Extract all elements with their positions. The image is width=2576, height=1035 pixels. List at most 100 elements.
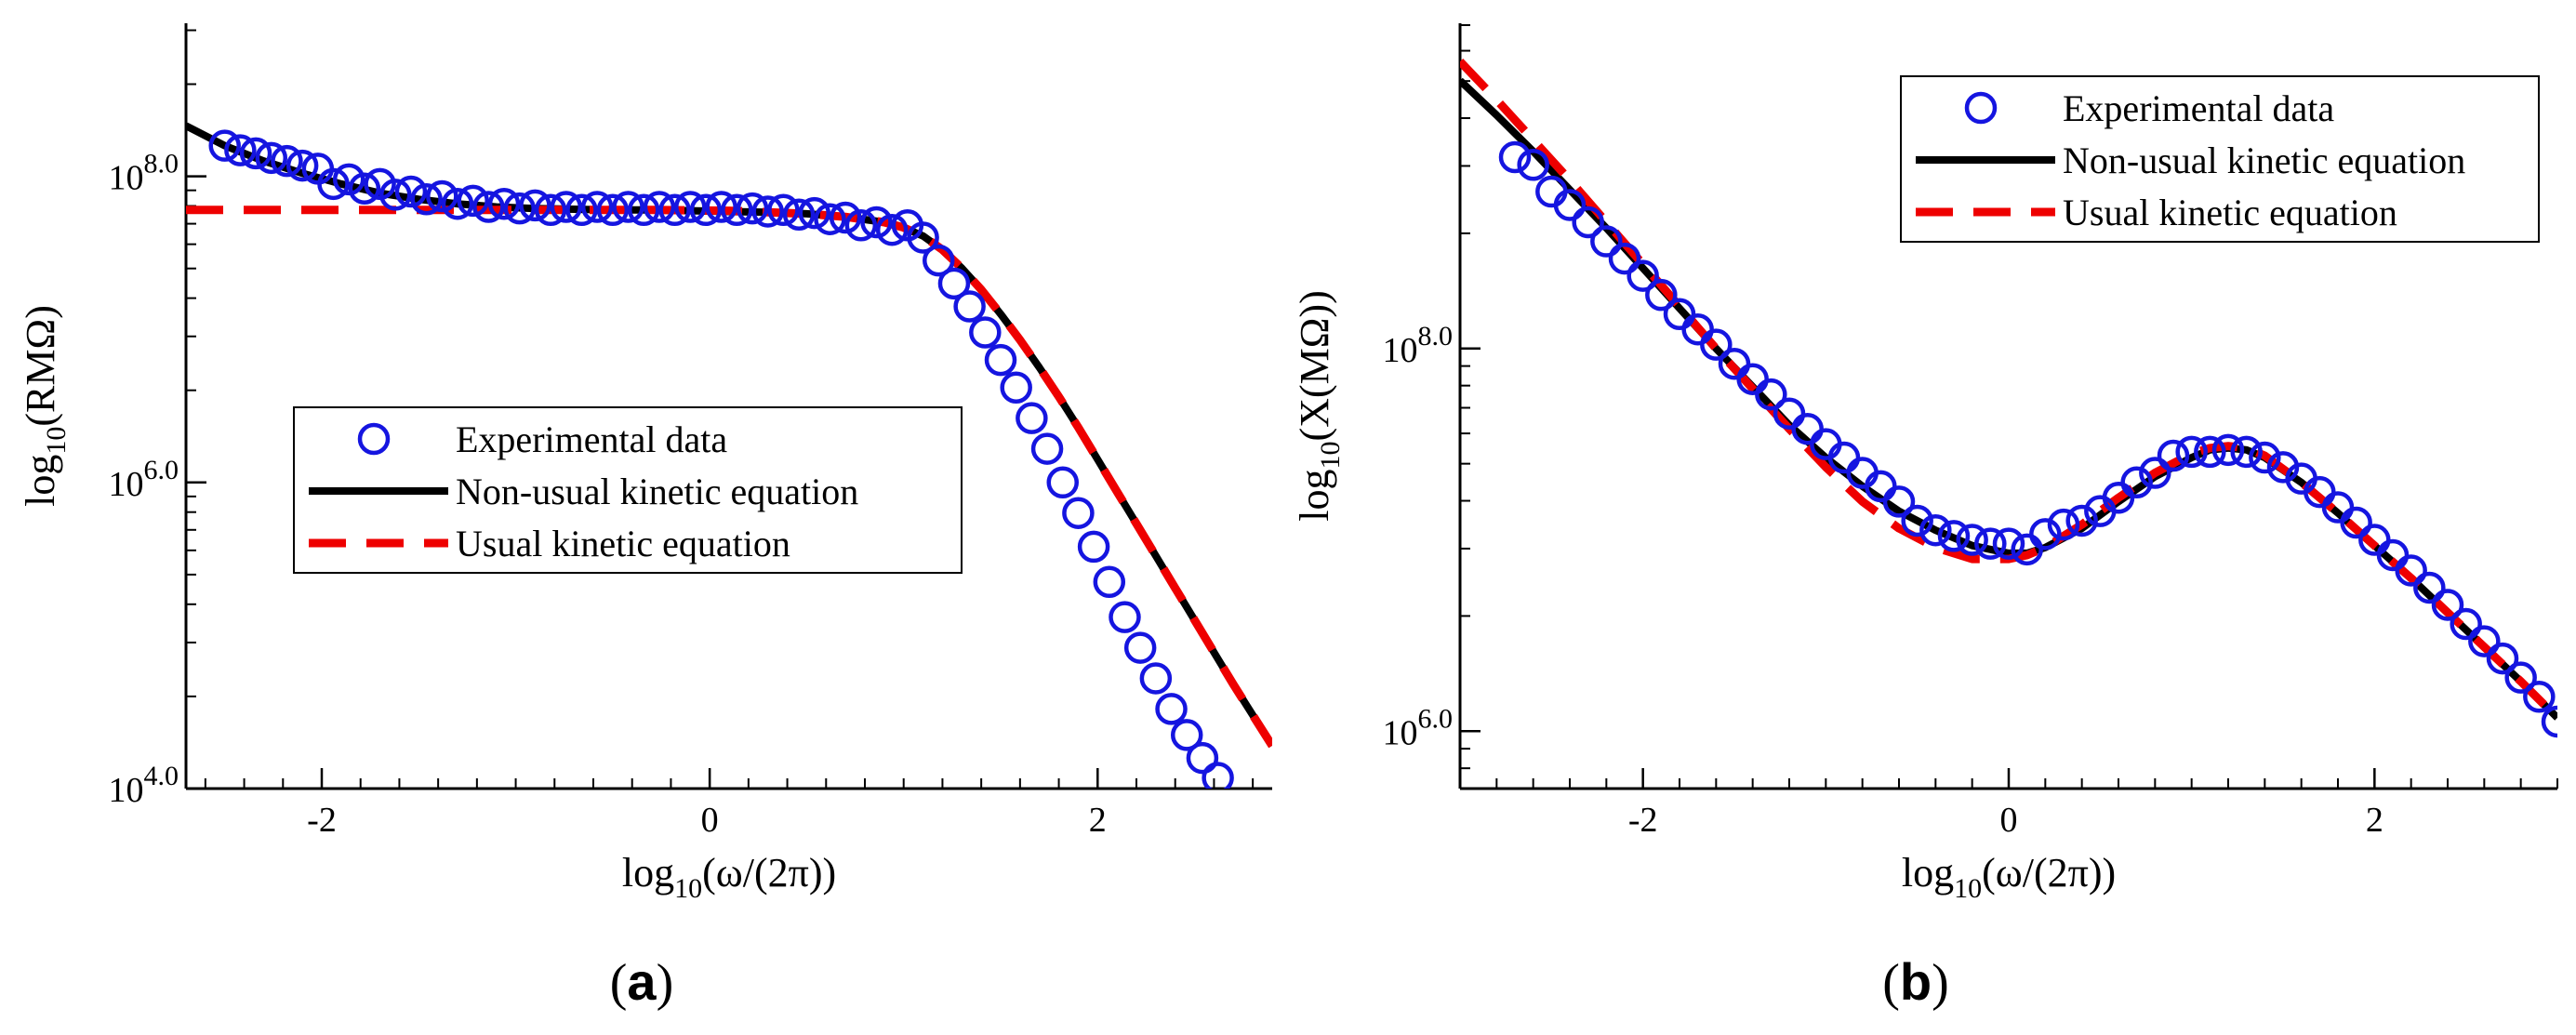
data-point bbox=[457, 184, 489, 218]
data-point bbox=[519, 189, 551, 222]
legend-marker-circle bbox=[1964, 91, 1998, 125]
data-point bbox=[2065, 504, 2098, 537]
data-point bbox=[2139, 457, 2171, 489]
data-point bbox=[1202, 762, 1234, 789]
y-tick-exponent: 8.0 bbox=[144, 149, 179, 179]
x-label-prefix: log bbox=[622, 850, 674, 896]
data-point bbox=[1109, 601, 1141, 633]
y-label-rest: (RMΩ) bbox=[18, 305, 63, 426]
x-label-subscript: 10 bbox=[674, 873, 702, 904]
x-tick-label: 2 bbox=[1089, 801, 1107, 840]
x-tick-label: 0 bbox=[701, 801, 719, 840]
data-point bbox=[721, 193, 753, 227]
data-point bbox=[2450, 607, 2482, 641]
data-point bbox=[1974, 527, 2007, 560]
x-label-rest: (ω/(2π)) bbox=[1982, 850, 2116, 896]
data-point bbox=[2157, 439, 2190, 472]
x-tick-label: 2 bbox=[2366, 801, 2383, 840]
data-point bbox=[969, 316, 1002, 349]
data-point bbox=[1077, 530, 1110, 564]
data-point bbox=[1000, 371, 1032, 404]
data-point bbox=[953, 290, 986, 323]
y-tick-base: 10 bbox=[109, 771, 144, 810]
data-point bbox=[2340, 506, 2372, 539]
x-axis-label: log10(ω/(2π)) bbox=[622, 850, 836, 904]
data-point bbox=[782, 198, 816, 231]
data-point bbox=[2029, 518, 2062, 551]
data-point bbox=[487, 187, 521, 220]
data-point bbox=[2395, 554, 2427, 587]
data-point bbox=[503, 192, 536, 225]
data-point bbox=[1498, 140, 1532, 174]
data-point bbox=[1590, 225, 1623, 258]
data-point bbox=[472, 191, 505, 223]
data-point bbox=[923, 244, 955, 277]
series-usual-kinetic-line bbox=[1460, 58, 2557, 722]
data-point bbox=[2211, 433, 2245, 467]
caption-open-paren: ( bbox=[610, 954, 628, 1012]
data-point bbox=[348, 172, 381, 206]
data-point bbox=[1155, 693, 1188, 725]
x-axis-label: log10(ω/(2π)) bbox=[1902, 850, 2116, 904]
data-point bbox=[1937, 520, 1971, 552]
data-point bbox=[1046, 466, 1079, 499]
data-point bbox=[705, 191, 737, 223]
legend-entry-label: Usual kinetic equation bbox=[456, 523, 790, 564]
data-point bbox=[860, 206, 893, 239]
data-point bbox=[2468, 625, 2501, 657]
y-tick-label: 106.0 bbox=[109, 455, 179, 504]
data-point bbox=[1062, 497, 1095, 529]
y-axis-label: log10(RMΩ) bbox=[18, 305, 72, 507]
caption-label: a bbox=[627, 952, 657, 1011]
data-point bbox=[1553, 189, 1587, 221]
legend-entry-label: Non-usual kinetic equation bbox=[2063, 139, 2465, 181]
data-point bbox=[271, 144, 303, 178]
data-point bbox=[2431, 589, 2464, 621]
caption-close-paren: ) bbox=[657, 954, 674, 1012]
plot-area bbox=[1460, 58, 2557, 738]
y-tick-label: 108.0 bbox=[1383, 321, 1454, 370]
data-point bbox=[1030, 432, 1064, 465]
data-point bbox=[2230, 435, 2263, 469]
x-tick-label: -2 bbox=[307, 801, 337, 840]
data-point bbox=[596, 193, 630, 227]
y-axis-label: log10(X(MΩ)) bbox=[1292, 290, 1346, 521]
legend-marker-circle bbox=[357, 422, 391, 456]
legend-entry-label: Usual kinetic equation bbox=[2063, 192, 2397, 233]
y-tick-label: 108.0 bbox=[109, 149, 179, 198]
chart-panel-a: -2 0 2104.0106.0108.0log10(ω/(2π))log10(RM… bbox=[18, 23, 1272, 1012]
series-experimental-data bbox=[208, 129, 1234, 789]
y-tick-base: 10 bbox=[1383, 713, 1418, 752]
data-point bbox=[550, 191, 583, 223]
data-point bbox=[767, 193, 800, 227]
data-point bbox=[565, 193, 598, 227]
y-tick-exponent: 6.0 bbox=[1418, 703, 1454, 734]
data-point bbox=[844, 209, 878, 242]
data-point bbox=[798, 196, 831, 230]
data-point bbox=[937, 267, 971, 300]
y-tick-exponent: 8.0 bbox=[1418, 321, 1454, 352]
data-point bbox=[332, 163, 365, 196]
data-point bbox=[1139, 662, 1173, 695]
data-point bbox=[426, 179, 458, 213]
data-point bbox=[1016, 402, 1048, 434]
data-point bbox=[224, 134, 257, 166]
legend-entry-label: Experimental data bbox=[456, 418, 727, 460]
data-point bbox=[2194, 435, 2226, 469]
data-point bbox=[379, 179, 412, 211]
data-point bbox=[1608, 242, 1641, 275]
data-point bbox=[2413, 571, 2446, 604]
data-point bbox=[255, 141, 288, 175]
panel-caption: (a) bbox=[610, 952, 673, 1012]
data-point bbox=[410, 183, 443, 216]
data-point bbox=[2047, 508, 2080, 541]
y-tick-base: 10 bbox=[1383, 331, 1418, 370]
data-point bbox=[1882, 485, 1916, 518]
x-label-subscript: 10 bbox=[1954, 873, 1982, 904]
x-label-rest: (ω/(2π)) bbox=[702, 850, 836, 896]
data-point bbox=[239, 137, 272, 170]
data-point bbox=[1956, 524, 1988, 556]
data-point bbox=[1919, 513, 1952, 547]
y-tick-label: 104.0 bbox=[109, 761, 179, 810]
